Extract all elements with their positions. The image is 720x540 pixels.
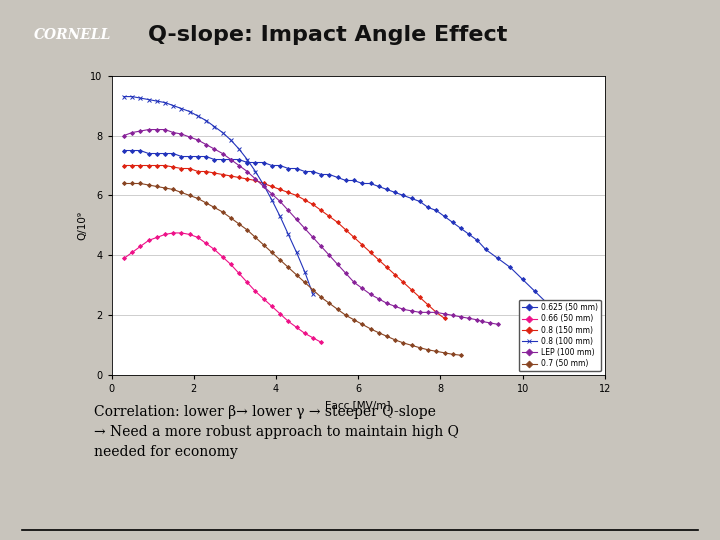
Y-axis label: Q/10⁹: Q/10⁹ [78,211,88,240]
X-axis label: Eacc [MV/m]: Eacc [MV/m] [325,400,391,410]
Text: Q-slope: Impact Angle Effect: Q-slope: Impact Angle Effect [148,25,508,45]
Legend: 0.625 (50 mm), 0.66 (50 mm), 0.8 (150 mm), 0.8 (100 mm), LEP (100 mm), 0.7 (50 m: 0.625 (50 mm), 0.66 (50 mm), 0.8 (150 mm… [519,300,601,372]
Text: Correlation: lower β→ lower γ → steeper Q-slope
→ Need a more robust approach to: Correlation: lower β→ lower γ → steeper … [94,405,459,459]
Text: CORNELL: CORNELL [35,28,112,42]
